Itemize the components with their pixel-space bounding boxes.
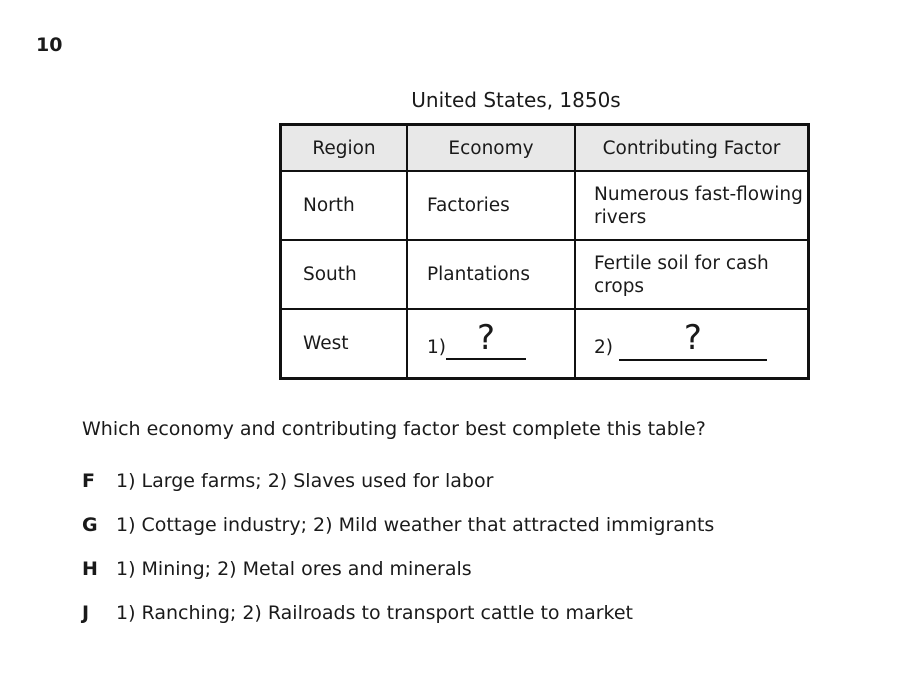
cell-economy: Plantations [406, 239, 576, 310]
table-row: West 1)? 2) ? [279, 308, 810, 380]
choice-text: 1) Cottage industry; 2) Mild weather tha… [116, 514, 715, 536]
cell-economy-blank: 1)? [406, 308, 576, 380]
economy-blank-line: ? [446, 321, 526, 360]
answer-choices: F 1) Large farms; 2) Slaves used for lab… [82, 470, 714, 646]
choice-g[interactable]: G 1) Cottage industry; 2) Mild weather t… [82, 514, 714, 558]
cell-factor: Fertile soil for cash crops [574, 239, 810, 310]
factor-question-mark: ? [683, 317, 702, 358]
choice-text: 1) Large farms; 2) Slaves used for labor [116, 470, 494, 492]
choice-letter: H [82, 558, 98, 580]
choice-letter: G [82, 514, 98, 536]
economy-table: Region Economy Contributing Factor North… [279, 123, 810, 380]
choice-j[interactable]: J 1) Ranching; 2) Railroads to transport… [82, 602, 714, 646]
choice-letter: F [82, 470, 95, 492]
factor-blank-prefix: 2) [594, 336, 613, 358]
question-prompt: Which economy and contributing factor be… [82, 418, 706, 440]
choice-h[interactable]: H 1) Mining; 2) Metal ores and minerals [82, 558, 714, 602]
choice-f[interactable]: F 1) Large farms; 2) Slaves used for lab… [82, 470, 714, 514]
question-number: 10 [36, 34, 63, 56]
header-economy: Economy [406, 123, 576, 172]
economy-question-mark: ? [476, 318, 496, 358]
header-region: Region [279, 123, 408, 172]
cell-region: West [279, 308, 408, 380]
cell-factor: Numerous fast-flowing rivers [574, 170, 810, 241]
cell-factor-blank: 2) ? [574, 308, 810, 380]
choice-text: 1) Mining; 2) Metal ores and minerals [116, 558, 472, 580]
table-row: North Factories Numerous fast-flowing ri… [279, 170, 810, 241]
choice-text: 1) Ranching; 2) Railroads to transport c… [116, 602, 633, 624]
choice-letter: J [82, 602, 90, 624]
table-header-row: Region Economy Contributing Factor [279, 123, 810, 172]
cell-region: North [279, 170, 408, 241]
cell-economy: Factories [406, 170, 576, 241]
table-row: South Plantations Fertile soil for cash … [279, 239, 810, 310]
table-caption: United States, 1850s [411, 88, 621, 112]
cell-region: South [279, 239, 408, 310]
economy-blank-prefix: 1) [427, 337, 446, 358]
factor-blank-line: ? [618, 321, 767, 361]
header-contributing-factor: Contributing Factor [574, 123, 810, 172]
